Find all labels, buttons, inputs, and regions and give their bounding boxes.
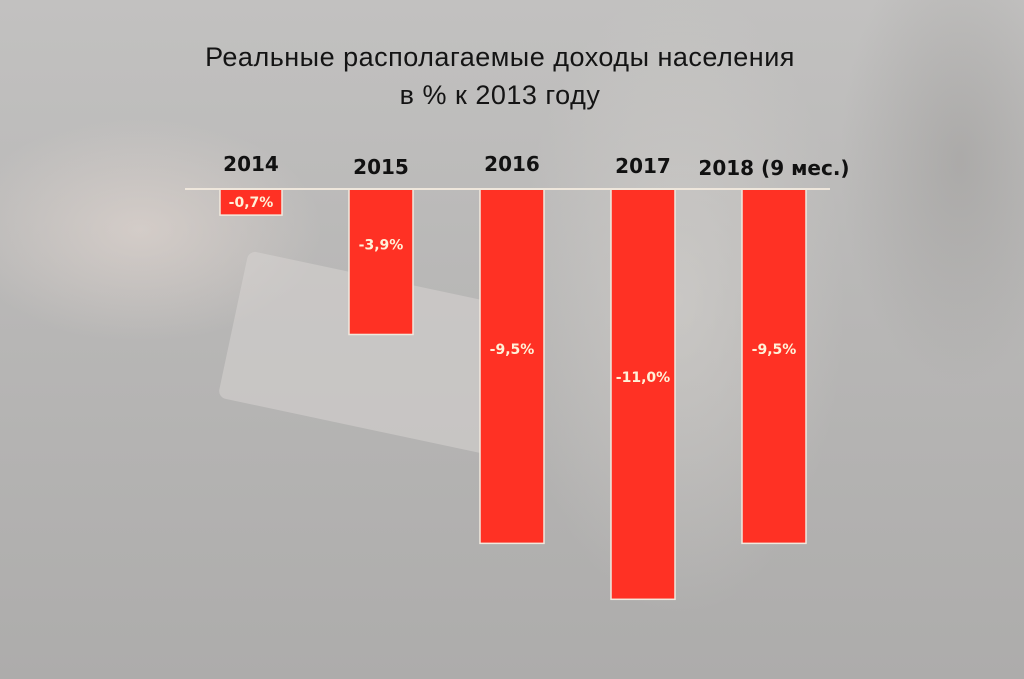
bar-2017 (610, 188, 676, 601)
data-label: -9,5% (490, 342, 535, 358)
category-label: 2018 (9 мес.) (698, 156, 849, 180)
data-label: -9,5% (752, 342, 797, 358)
category-label: 2015 (353, 155, 409, 179)
chart-subtitle: в % к 2013 году (399, 80, 601, 110)
bar-2016 (479, 188, 545, 545)
data-label: -0,7% (229, 195, 274, 211)
bar-2015 (348, 188, 414, 336)
data-label: -3,9% (359, 238, 404, 254)
category-label: 2014 (223, 152, 279, 176)
category-label: 2016 (484, 152, 540, 176)
bar-2018 (9 мес.) (741, 188, 807, 545)
data-label: -11,0% (616, 370, 670, 386)
bars-group: 2014 -0,7% 2015 -3,9% 2016 -9,5% 2017 -11,0% 201… (219, 152, 850, 601)
category-label: 2017 (615, 154, 671, 178)
chart-title: Реальные располагаемые доходы населения (205, 42, 795, 72)
